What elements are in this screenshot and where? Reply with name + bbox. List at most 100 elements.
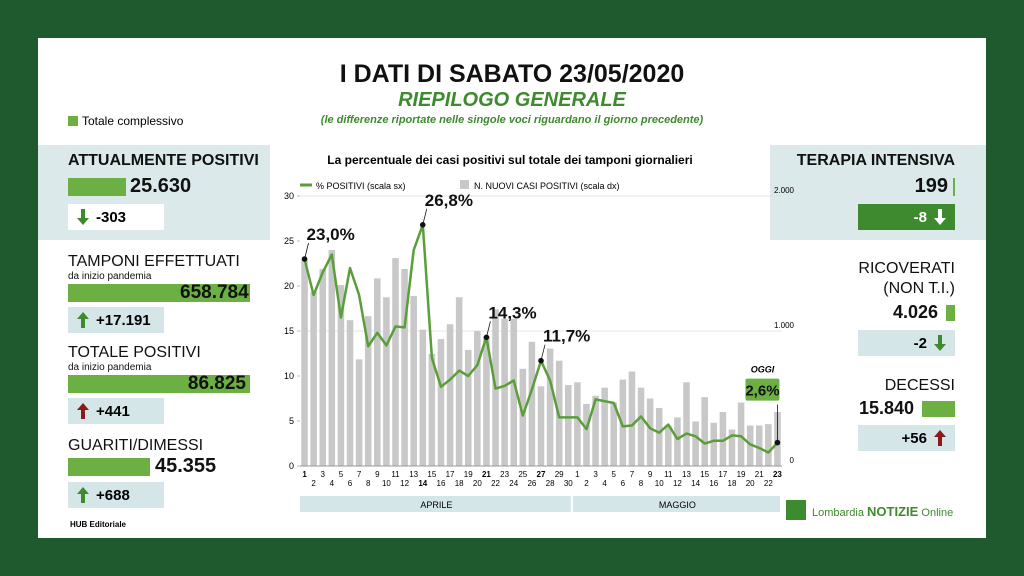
x-tick-label: 12 <box>400 479 409 488</box>
x-tick-label: 7 <box>630 470 635 479</box>
bar <box>301 259 308 466</box>
x-tick-label: 5 <box>612 470 617 479</box>
magnitude-bar <box>68 375 250 393</box>
logo-text: NOTIZIE <box>867 504 919 519</box>
bar <box>474 331 481 466</box>
bar <box>574 382 581 466</box>
bar <box>583 403 590 466</box>
bar <box>601 387 608 466</box>
panel-delta: -8 <box>913 208 927 226</box>
panel-value: 658.784 <box>180 282 249 303</box>
y-tick-label: 25 <box>284 236 294 246</box>
x-tick-label: 5 <box>339 470 344 479</box>
panel-title: TERAPIA INTENSIVA <box>796 152 955 169</box>
x-tick-label: 8 <box>366 479 371 488</box>
bar <box>446 324 454 466</box>
x-tick-label: 1 <box>575 470 580 479</box>
x-tick-label: 13 <box>409 470 418 479</box>
bar <box>692 421 699 466</box>
bar <box>519 368 527 466</box>
panel-value: 25.630 <box>130 175 192 197</box>
x-tick-label: 23 <box>773 470 782 479</box>
x-tick-label: 19 <box>464 470 473 479</box>
delta-box: -2 <box>858 330 955 356</box>
x-tick-label: 23 <box>500 470 509 479</box>
x-tick-label: 11 <box>391 470 400 479</box>
x-tick-label: 10 <box>382 479 391 488</box>
panel-title: GUARITI/DIMESSI <box>68 437 204 454</box>
x-tick-label: 22 <box>491 479 500 488</box>
logo: Lombardia NOTIZIE Online <box>812 504 953 519</box>
magnitude-bar <box>68 284 250 302</box>
bar <box>592 395 599 466</box>
bar <box>437 339 445 466</box>
x-tick-label: 2 <box>311 479 316 488</box>
x-tick-label: 27 <box>537 470 546 479</box>
panel-subtitle: (NON T.I.) <box>883 280 955 297</box>
x-tick-label: 16 <box>437 479 446 488</box>
month-band <box>572 496 780 512</box>
x-tick-label: 6 <box>348 479 353 488</box>
chart-title: La percentuale dei casi positivi sul tot… <box>327 153 692 167</box>
panel-value: 86.825 <box>187 373 246 394</box>
delta-box: +17.191 <box>68 307 164 333</box>
x-tick-label: 3 <box>593 470 598 479</box>
x-tick-label: 24 <box>509 479 518 488</box>
y2-tick-label: 0 <box>790 456 795 465</box>
arrow-up <box>77 487 89 503</box>
credit: HUB Editoriale <box>70 520 127 529</box>
bar <box>319 268 327 466</box>
logo-text: Online <box>921 507 954 519</box>
bar <box>737 402 745 466</box>
y-tick-label: 10 <box>284 371 294 381</box>
x-tick-label: 20 <box>746 479 755 488</box>
panel-title: TAMPONI EFFETTUATI <box>68 253 240 270</box>
delta-box: -303 <box>68 204 164 230</box>
bar <box>646 398 654 466</box>
delta-box: -8 <box>858 204 955 230</box>
magnitude-bar <box>953 178 955 196</box>
bar <box>410 295 417 466</box>
panel-title: ATTUALMENTE POSITIVI <box>68 152 259 169</box>
panel-value: 199 <box>914 175 948 197</box>
bar <box>610 402 618 466</box>
bar <box>364 316 372 466</box>
delta-box: +441 <box>68 398 164 424</box>
bar <box>310 291 317 466</box>
bar <box>683 382 690 466</box>
title: I DATI DI SABATO 23/05/2020 <box>339 60 685 88</box>
y-tick-label: 15 <box>284 326 294 336</box>
subtitle: RIEPILOGO GENERALE <box>398 89 626 111</box>
x-tick-label: 22 <box>764 479 773 488</box>
panel-subtitle: da inizio pandemia <box>68 271 152 282</box>
magnitude-bar <box>68 178 126 196</box>
x-tick-label: 30 <box>564 479 573 488</box>
x-tick-label: 14 <box>418 479 427 488</box>
x-tick-label: 20 <box>473 479 482 488</box>
bar <box>755 425 763 466</box>
x-tick-label: 21 <box>755 470 764 479</box>
leader <box>540 344 546 361</box>
annotation: OGGI <box>751 365 775 375</box>
x-tick-label: 8 <box>639 479 644 488</box>
bar <box>674 417 681 466</box>
bar <box>328 250 336 466</box>
panel-delta: -2 <box>913 334 927 352</box>
x-tick-label: 25 <box>518 470 527 479</box>
x-tick-label: 4 <box>330 479 335 488</box>
panel-title: RICOVERATI <box>858 260 955 277</box>
x-tick-label: 7 <box>357 470 362 479</box>
bar <box>510 318 517 466</box>
panel-value: 4.026 <box>892 302 938 322</box>
bar <box>374 278 381 466</box>
x-tick-label: 4 <box>602 479 607 488</box>
note: (le differenze riportate nelle singole v… <box>320 114 704 126</box>
legend-swatch <box>68 116 78 126</box>
x-tick-label: 6 <box>621 479 626 488</box>
bar <box>355 359 363 466</box>
bar <box>619 379 627 466</box>
bar <box>383 297 390 466</box>
panel-delta: +441 <box>96 402 130 420</box>
panel-delta: +688 <box>96 486 130 504</box>
x-tick-label: 11 <box>664 470 673 479</box>
